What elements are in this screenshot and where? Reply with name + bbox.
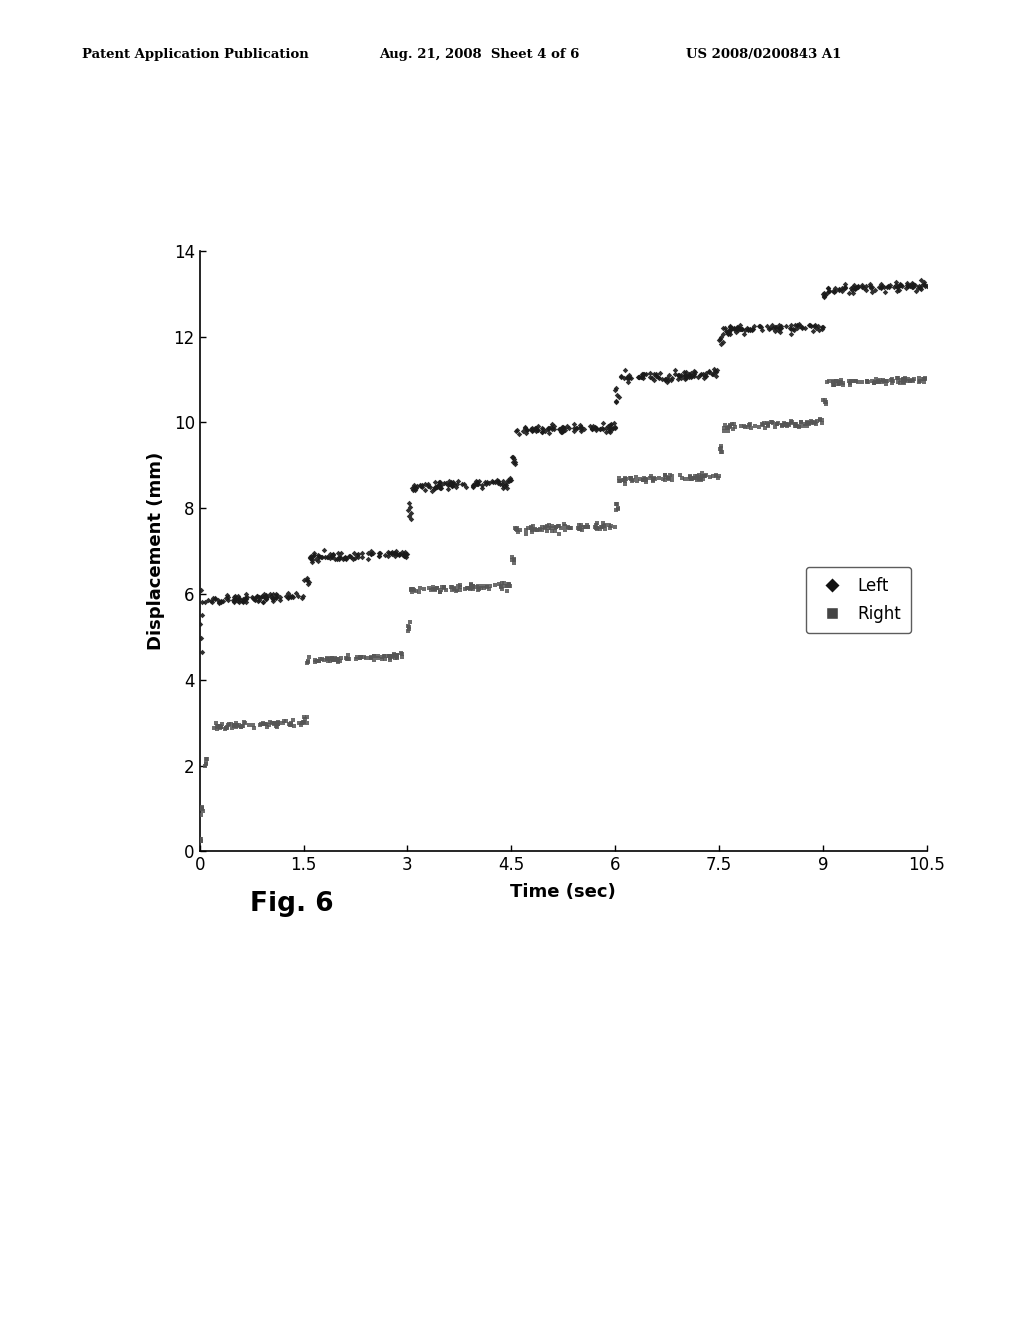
X-axis label: Time (sec): Time (sec): [510, 883, 616, 900]
Text: US 2008/0200843 A1: US 2008/0200843 A1: [686, 48, 842, 61]
Y-axis label: Displacement (mm): Displacement (mm): [147, 451, 165, 651]
Text: Fig. 6: Fig. 6: [250, 891, 334, 917]
Legend: Left, Right: Left, Right: [806, 566, 911, 632]
Text: Aug. 21, 2008  Sheet 4 of 6: Aug. 21, 2008 Sheet 4 of 6: [379, 48, 580, 61]
Text: Patent Application Publication: Patent Application Publication: [82, 48, 308, 61]
